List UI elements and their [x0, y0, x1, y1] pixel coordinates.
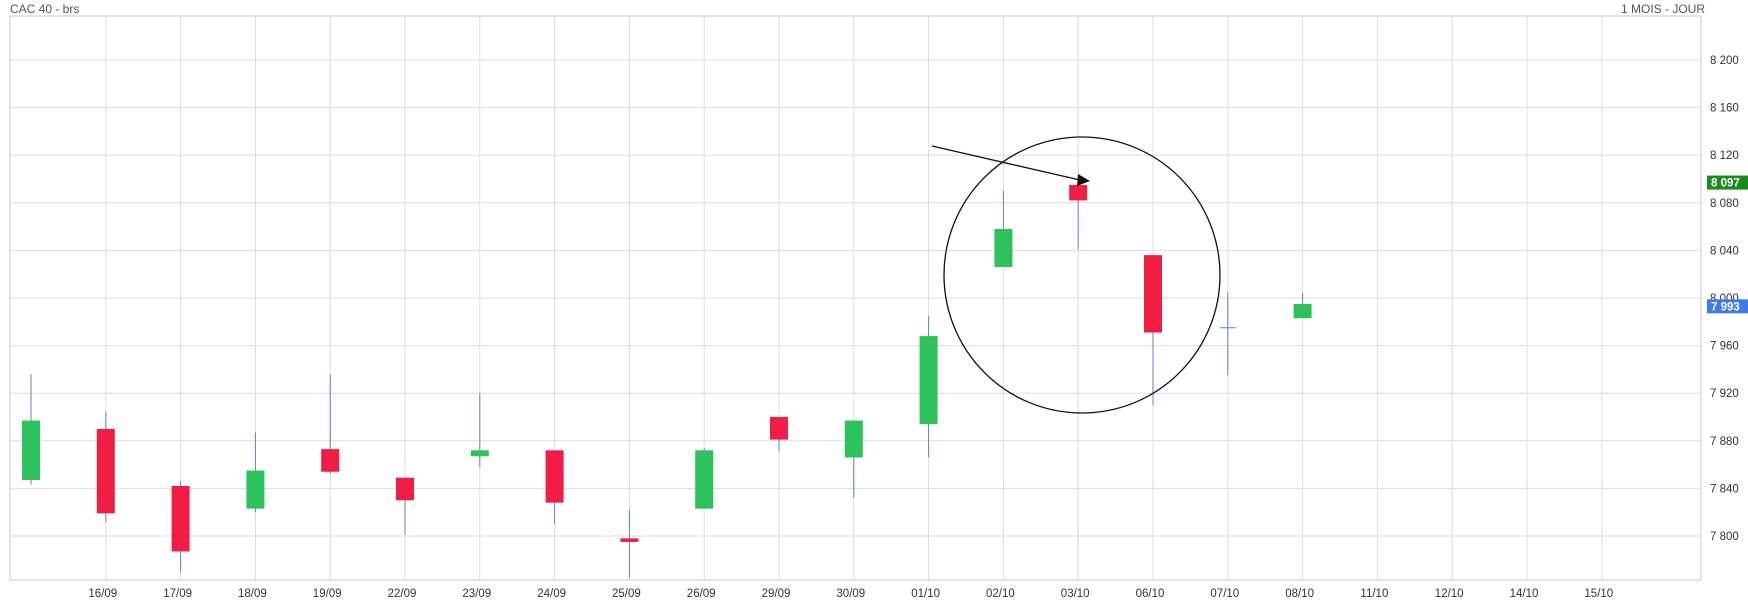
y-tick-label: 8 040 — [1710, 245, 1739, 257]
y-tick-label: 7 960 — [1710, 341, 1739, 353]
candle-body — [321, 449, 340, 472]
y-tick-label: 8 120 — [1710, 150, 1739, 162]
candle — [96, 412, 115, 522]
candle-body — [994, 228, 1013, 268]
candle — [246, 432, 265, 513]
candle — [695, 447, 714, 509]
x-tick-label: 19/09 — [313, 588, 342, 600]
annotation-arrow-line — [931, 145, 1081, 181]
candle — [770, 416, 788, 452]
last-price-badge-bg — [1707, 299, 1748, 314]
x-tick-label: 24/09 — [537, 588, 566, 600]
candle — [321, 374, 340, 475]
y-tick-label: 7 840 — [1710, 483, 1739, 495]
candle-body — [396, 477, 414, 501]
candle-body — [545, 450, 564, 503]
candle — [1069, 184, 1088, 250]
grid — [10, 16, 1701, 580]
x-tick-label: 07/10 — [1210, 588, 1239, 600]
candle-body — [620, 538, 639, 542]
last-price-badge: 7 993 — [1711, 301, 1740, 313]
x-tick-label: 12/10 — [1435, 588, 1464, 600]
y-tick-label: 8 160 — [1710, 103, 1739, 115]
annotation-arrow-head — [1077, 174, 1090, 186]
candle — [396, 477, 414, 535]
y-tick-label: 7 800 — [1710, 531, 1739, 543]
candle-body — [844, 420, 863, 458]
candle — [1219, 292, 1236, 376]
candle-body — [22, 420, 40, 481]
candle — [171, 481, 190, 572]
candle — [994, 190, 1013, 268]
x-tick-label: 15/10 — [1584, 588, 1613, 600]
annotation-circle — [943, 136, 1221, 414]
candle-body — [770, 416, 788, 440]
x-tick-label: 06/10 — [1136, 588, 1165, 600]
x-tick-label: 01/10 — [911, 588, 940, 600]
x-tick-label: 18/09 — [238, 588, 267, 600]
x-tick-label: 11/10 — [1360, 588, 1388, 600]
candle-body — [1069, 184, 1088, 201]
x-tick-label: 14/10 — [1510, 588, 1539, 600]
candle — [545, 450, 564, 525]
candle — [844, 420, 863, 498]
candle-body — [246, 470, 265, 509]
x-tick-label: 16/09 — [88, 588, 117, 600]
candle — [22, 374, 40, 485]
chart-title: CAC 40 - brs — [10, 2, 80, 16]
candle-body — [470, 450, 489, 457]
candles — [22, 184, 1312, 578]
candle — [919, 315, 938, 458]
x-tick-label: 17/09 — [163, 588, 192, 600]
candle-body — [695, 450, 714, 509]
candle-body — [1293, 303, 1312, 319]
x-tick-label: 02/10 — [986, 588, 1015, 600]
candle-body — [96, 428, 115, 514]
y-tick-label: 8 080 — [1710, 198, 1739, 210]
high-price-badge: 8 097 — [1711, 178, 1740, 190]
x-tick-label: 25/09 — [612, 588, 641, 600]
candle-body — [919, 336, 938, 425]
x-axis-labels: 16/09 17/09 18/09 19/09 22/09 23/09 24/09 25/09… — [88, 588, 1613, 600]
x-tick-label: 23/09 — [462, 588, 491, 600]
annotation — [931, 136, 1221, 414]
candle — [1293, 293, 1312, 319]
x-tick-label: 03/10 — [1061, 588, 1090, 600]
price-badges: 8 097 7 993 — [1707, 175, 1748, 314]
y-tick-label: 8 200 — [1710, 55, 1739, 67]
x-tick-label: 26/09 — [687, 588, 716, 600]
y-tick-label: 7 920 — [1710, 388, 1739, 400]
period-selector[interactable]: 1 MOIS - JOUR — [1620, 2, 1705, 16]
high-price-badge-bg — [1707, 175, 1748, 190]
plot-frame — [9, 15, 1702, 581]
candle — [1144, 255, 1162, 406]
x-tick-label: 08/10 — [1285, 588, 1314, 600]
x-tick-label: 22/09 — [388, 588, 417, 600]
candle-body — [1144, 255, 1162, 333]
candle-body — [171, 486, 190, 552]
x-tick-label: 29/09 — [762, 588, 791, 600]
x-tick-label: 30/09 — [836, 588, 865, 600]
y-tick-label: 7 880 — [1710, 436, 1739, 448]
candle — [620, 509, 639, 578]
candle — [470, 393, 489, 467]
